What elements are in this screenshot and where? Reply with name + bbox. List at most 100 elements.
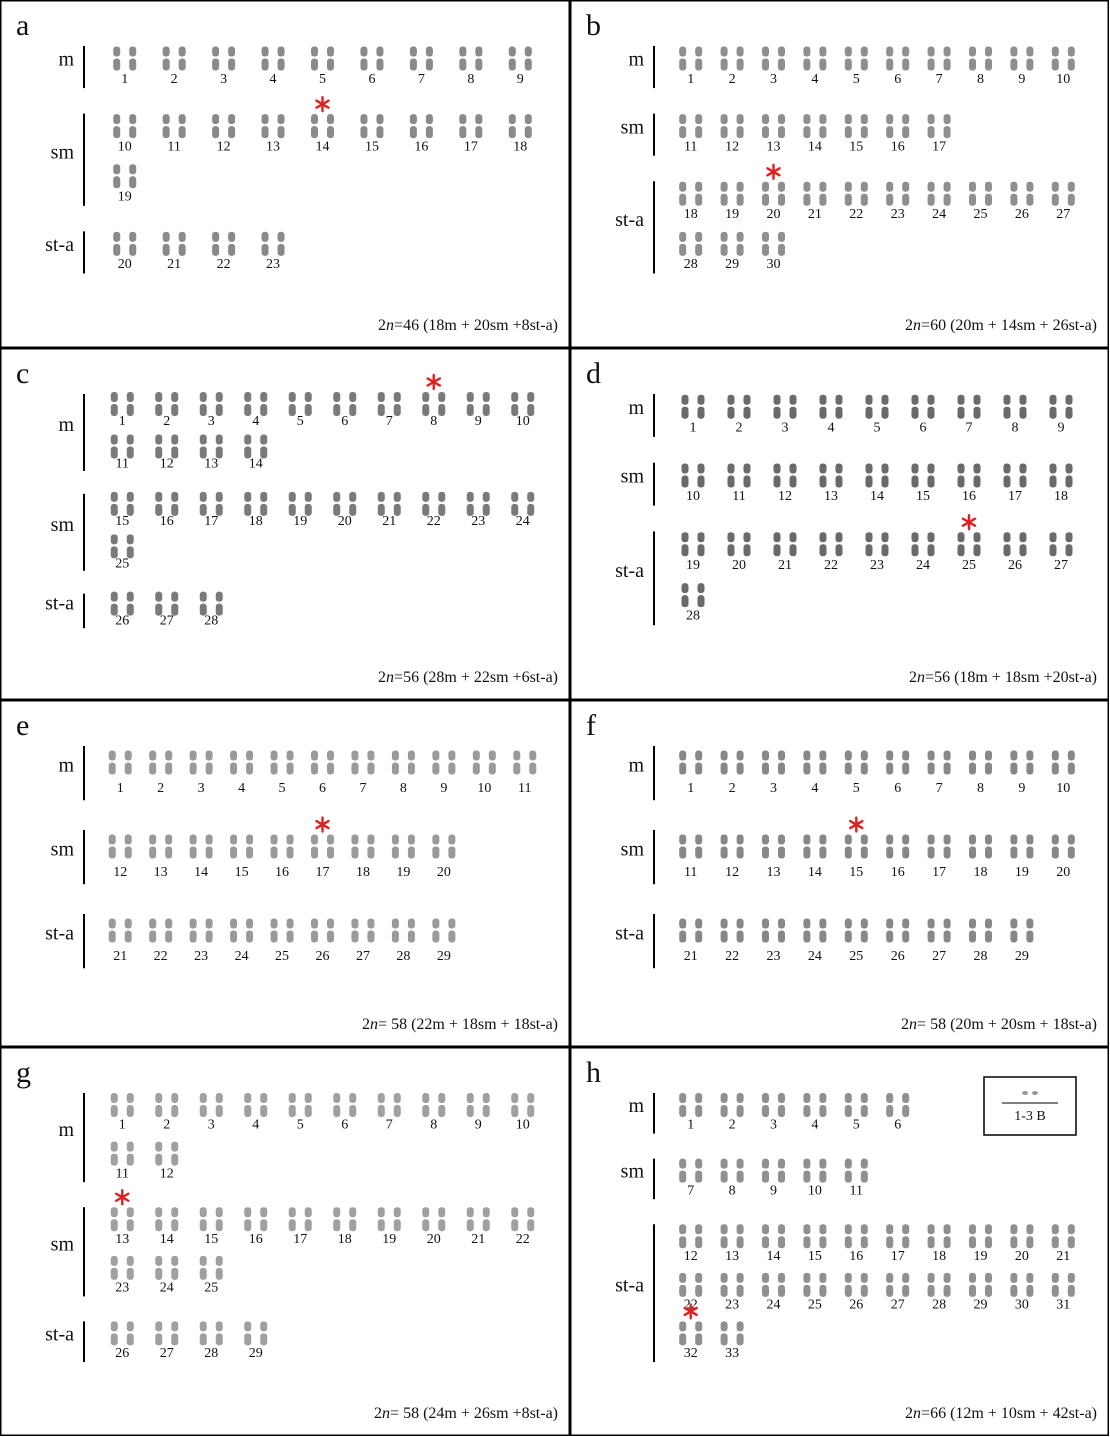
chromosome-arm <box>944 931 951 943</box>
chromosome-arm <box>1066 463 1073 473</box>
chromosome-arm <box>378 1207 385 1217</box>
chromosome-pair <box>845 835 868 859</box>
chromosome-pair <box>682 463 705 487</box>
chromosome-arm <box>902 1105 909 1117</box>
chromosome-pair <box>679 1273 702 1297</box>
chromosome-number: 8 <box>1012 420 1019 435</box>
chromosome-pair <box>969 182 992 206</box>
chromosome-arm <box>408 835 415 845</box>
chromosome-arm <box>695 931 702 943</box>
chromosome-number: 7 <box>418 72 425 87</box>
chromosome-arm <box>1050 395 1057 405</box>
chromosome-pair <box>958 395 981 419</box>
chromosome-arm <box>1020 544 1027 556</box>
chromosome-arm <box>511 1105 518 1117</box>
chromosome-arm <box>974 407 981 419</box>
chromosome-number: 8 <box>430 414 437 429</box>
chromosome-arm <box>861 1105 868 1117</box>
chromosome-arm <box>216 1268 223 1280</box>
chromosome-arm <box>845 47 852 57</box>
chromosome-arm <box>762 114 769 124</box>
chromosome-number: 17 <box>932 139 946 154</box>
chromosome-pair <box>886 751 909 775</box>
chromosome-arm <box>698 532 705 542</box>
chromosome-pair <box>111 592 134 616</box>
chromosome-arm <box>819 1273 826 1283</box>
chromosome-arm <box>262 59 269 71</box>
chromosome-arm <box>974 395 981 405</box>
chromosome-arm <box>1010 847 1017 859</box>
formula-rest: =46 (18m + 20sm +8st-a) <box>394 317 558 334</box>
chromosome-pair <box>111 492 134 516</box>
chromosome-pair <box>111 1207 134 1231</box>
chromosome-arm <box>1068 182 1075 192</box>
chromosome-arm <box>163 244 170 256</box>
chromosome-arm <box>111 434 118 444</box>
chromosome-arm <box>246 751 253 761</box>
chromosome-arm <box>438 492 445 502</box>
chromosome-number: 9 <box>475 414 482 429</box>
chromosome-arm <box>149 847 156 859</box>
chromosome-arm <box>695 919 702 929</box>
chromosome-arm <box>861 1285 868 1297</box>
chromosome-arm <box>244 434 251 444</box>
chromosome-number: 10 <box>1056 72 1070 87</box>
chromosome-pair <box>682 583 705 607</box>
chromosome-pair <box>1052 1273 1075 1297</box>
chromosome-pair <box>422 1207 445 1231</box>
chromosome-pair <box>886 182 909 206</box>
chromosome-arm <box>525 114 532 124</box>
chromosome-arm <box>311 47 318 57</box>
chromosome-arm <box>230 835 237 845</box>
chromosome-arm <box>1050 407 1057 419</box>
chromosome-arm <box>230 751 237 761</box>
chromosome-arm <box>679 1333 686 1345</box>
chromosome-number: 19 <box>396 865 410 880</box>
chromosome-pair <box>803 47 826 71</box>
chromosome-number: 6 <box>341 1118 348 1133</box>
chromosome-arm <box>1010 1236 1017 1248</box>
chromosome-arm <box>367 847 374 859</box>
chromosome-arm <box>333 1219 340 1231</box>
formula-prefix: 2 <box>905 1405 913 1422</box>
chromosome-pair <box>845 1273 868 1297</box>
chromosome-arm <box>360 47 367 57</box>
chromosome-arm <box>360 59 367 71</box>
chromosome-arm <box>861 751 868 761</box>
chromosome-number: 20 <box>767 207 781 222</box>
chromosome-arm <box>483 1219 490 1231</box>
chromosome-pair <box>149 751 172 775</box>
chromosome-arm <box>349 1093 356 1103</box>
chromosome-arm <box>113 114 120 124</box>
chromosome-arm <box>1026 931 1033 943</box>
chromosome-number: 18 <box>513 139 527 154</box>
chromosome-arm <box>803 182 810 192</box>
chromosome-number: 28 <box>204 1346 218 1361</box>
chromosome-number: 4 <box>252 1118 259 1133</box>
chromosome-arm <box>190 847 197 859</box>
chromosome-arm <box>819 847 826 859</box>
chromosome-pair <box>200 1321 223 1345</box>
chromosome-arm <box>803 194 810 206</box>
chromosome-number: 1 <box>117 781 124 796</box>
chromosome-arm <box>127 1321 134 1331</box>
chromosome-arm <box>244 1333 251 1345</box>
chromosome-number: 4 <box>828 420 835 435</box>
chromosome-arm <box>682 475 689 487</box>
asterisk <box>428 375 440 389</box>
chromosome-arm <box>200 1093 207 1103</box>
chromosome-pair <box>762 751 785 775</box>
chromosome-arm <box>969 1224 976 1234</box>
chromosome-number: 10 <box>686 489 700 504</box>
chromosome-arm <box>803 1285 810 1297</box>
chromosome-arm <box>171 434 178 444</box>
chromosome-number: 19 <box>382 1232 396 1247</box>
chromosome-arm <box>212 232 219 242</box>
chromosome-arm <box>836 463 843 473</box>
chromosome-number: 17 <box>891 1249 905 1264</box>
chromosome-arm <box>721 47 728 57</box>
chromosome-arm <box>866 463 873 473</box>
chromosome-number: 2 <box>729 781 736 796</box>
chromosome-arm <box>819 114 826 124</box>
chromosome-arm <box>1026 1273 1033 1283</box>
